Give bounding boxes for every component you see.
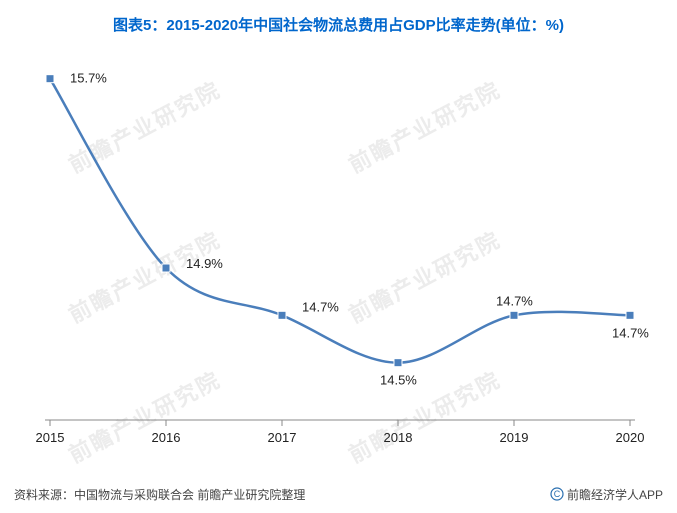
data-marker xyxy=(278,311,286,319)
data-label: 14.7% xyxy=(612,325,649,340)
x-tick-label: 2020 xyxy=(616,430,645,445)
data-label: 14.7% xyxy=(302,299,339,314)
data-label: 15.7% xyxy=(70,71,107,86)
data-line xyxy=(50,79,630,363)
copyright-icon: C xyxy=(550,487,564,501)
source-text: 资料来源：中国物流与采购联合会 前瞻产业研究院整理 xyxy=(14,486,305,503)
data-marker xyxy=(510,311,518,319)
data-marker xyxy=(46,75,54,83)
data-label: 14.7% xyxy=(496,293,533,308)
x-tick-label: 2019 xyxy=(500,430,529,445)
x-tick-label: 2016 xyxy=(152,430,181,445)
x-tick-label: 2015 xyxy=(36,430,65,445)
data-label: 14.5% xyxy=(380,373,417,388)
data-marker xyxy=(394,359,402,367)
svg-text:C: C xyxy=(553,489,560,499)
data-label: 14.9% xyxy=(186,256,223,271)
attribution-text: 前瞻经济学人APP xyxy=(567,488,663,502)
chart-footer: 资料来源：中国物流与采购联合会 前瞻产业研究院整理 C 前瞻经济学人APP xyxy=(14,486,663,503)
x-tick-label: 2017 xyxy=(268,430,297,445)
chart-plot-area: 20152016201720182019202015.7%14.9%14.7%1… xyxy=(40,50,640,450)
data-marker xyxy=(626,311,634,319)
x-tick-label: 2018 xyxy=(384,430,413,445)
chart-container: 图表5：2015-2020年中国社会物流总费用占GDP比率走势(单位：%) 前瞻… xyxy=(0,0,677,513)
attribution: C 前瞻经济学人APP xyxy=(550,486,663,503)
chart-title: 图表5：2015-2020年中国社会物流总费用占GDP比率走势(单位：%) xyxy=(0,0,677,35)
line-chart-svg: 20152016201720182019202015.7%14.9%14.7%1… xyxy=(40,50,640,450)
data-marker xyxy=(162,264,170,272)
